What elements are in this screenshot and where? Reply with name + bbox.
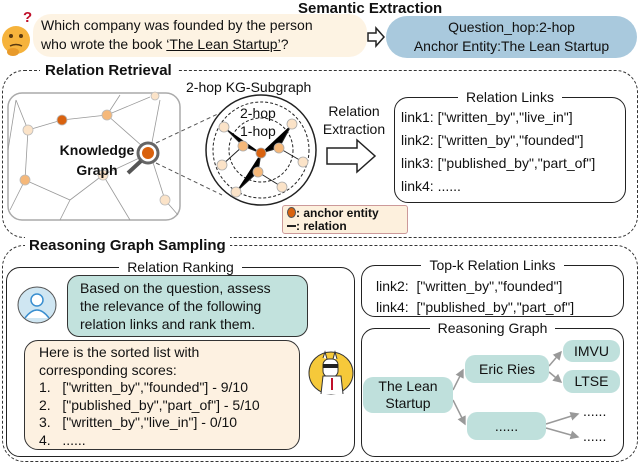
topk-link: link2: ["written_by","founded"] [376,278,563,294]
response-line: 1. ["written_by","founded"] - 9/10 [39,379,248,395]
graph-leaf-ellipsis: ...... [583,428,607,444]
question-line1: Which company was founded by the person [41,17,313,33]
graph-node-ltse: LTSE [563,370,620,393]
legend-relation: : relation [296,219,347,233]
edge [548,371,563,383]
hop1-label: 1-hop [240,123,276,139]
graph-node-other: ...... [467,412,546,440]
question-hop: Question_hop:2-hop [448,19,575,35]
topk-link: link4: ["published_by","part_of"] [376,299,575,315]
extraction-line1: Relation [328,103,380,119]
relation-link: link2: ["written_by","founded"] [401,132,584,148]
graph-node-root: The Lean Startup [363,377,453,413]
reasoning-graph-sampling-panel [2,245,638,462]
relation-links-box: Relation Links link1: ["written_by","liv… [394,89,626,203]
hop2-label: 2-hop [240,105,276,121]
reasoning-graph-sampling-title: Reasoning Graph Sampling [25,237,230,254]
kg-label-line2: Graph [76,162,118,178]
user-avatar-icon [17,286,57,324]
edge [545,427,580,440]
relation-retrieval-panel [2,70,638,238]
relation-legend-icon [287,225,296,227]
knowledge-graph-illustration [7,91,377,221]
relation-link: link3: ["published_by","part_of"] [401,155,596,171]
ranking-prompt-bubble: Based on the question, assess the releva… [67,275,308,337]
topk-title: Top-k Relation Links [421,257,564,273]
relation-retrieval-title: Relation Retrieval [40,62,177,79]
relation-link: link1: ["written_by","live_in"] [401,109,573,125]
relation-extraction-label: Relation Extraction [314,102,394,138]
subgraph-title: 2-hop KG-Subgraph [186,79,312,95]
graph-node-imvu: IMVU [563,340,620,362]
relation-link: link4: ...... [401,178,461,194]
legend-anchor: : anchor entity [296,206,379,220]
kg-label-line1: Knowledge [59,142,135,158]
response-line: Here is the sorted list with [39,344,200,360]
prompt-line: the relevance of the following [80,298,262,314]
extraction-arrow-icon [326,138,377,174]
response-line: 4. ...... [39,431,86,448]
llama-avatar-icon [308,350,354,395]
thinking-face-icon: ? [2,9,32,56]
anchor-legend-icon [287,207,296,218]
question-line2: who wrote the book [41,36,167,52]
edge [545,411,580,425]
extraction-result-pill: Question_hop:2-hop Anchor Entity:The Lea… [386,16,637,58]
edge [452,368,464,391]
question-bubble: Which company was founded by the person … [33,14,367,57]
magnifier-icon [126,141,160,175]
arrow-right-icon [367,26,385,48]
semantic-extraction-title: Semantic Extraction [298,0,443,17]
question-end: ? [280,36,289,52]
prompt-line: relation links and rank them. [80,316,256,332]
ranking-response-bubble: Here is the sorted list with correspondi… [24,340,300,450]
edge [548,350,562,367]
relation-links-title: Relation Links [458,89,562,105]
knowledge-graph-label: Knowledge Graph [52,140,142,180]
prompt-line: Based on the question, assess [80,280,271,296]
legend: : anchor entity : relation [282,205,408,234]
graph-leaf-ellipsis: ...... [583,403,607,419]
svg-text:?: ? [23,9,32,26]
response-line: 3. ["written_by","live_in"] - 0/10 [39,414,238,430]
graph-node-eric-ries: Eric Ries [465,355,549,383]
relation-ranking-title: Relation Ranking [119,259,242,275]
anchor-entity: Anchor Entity:The Lean Startup [413,38,610,54]
edge [452,399,466,426]
topk-links-box: Top-k Relation Links link2: ["written_by… [361,257,624,317]
response-line: corresponding scores: [39,361,177,378]
extraction-line2: Extraction [322,121,386,137]
question-book: ‘The Lean Startup’ [166,36,281,52]
response-line: 2. ["published_by","part_of"] - 5/10 [39,396,260,413]
reasoning-graph-title: Reasoning Graph [429,320,556,336]
